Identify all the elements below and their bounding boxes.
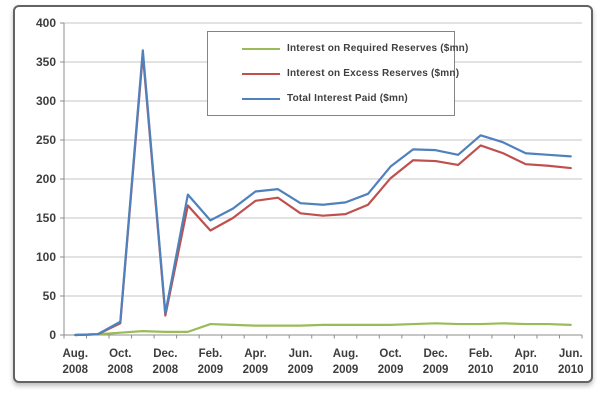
legend-swatch-line [242, 97, 280, 100]
x-axis-tick-label: Dec. 2008 [153, 348, 179, 376]
y-axis-tick-label: 250 [36, 133, 56, 147]
chart-legend: Interest on Required Reserves ($mn) Inte… [207, 31, 468, 116]
series-line-interest-on-required-reserves-mn [74, 322, 572, 337]
x-axis-tick-label: Oct. 2009 [378, 348, 404, 376]
x-axis-tick-label: Jun. 2010 [558, 348, 584, 376]
y-axis-tick-label: 400 [36, 16, 56, 30]
legend-label: Total Interest Paid ($mn) [287, 93, 408, 104]
line-chart: 0 50 100 150 200 250 300 350 400 Aug. 2008 Oct. 2008… [36, 16, 584, 376]
legend-swatch-line [242, 72, 280, 75]
x-axis-tick-label: Feb. 2010 [468, 348, 494, 376]
legend-label: Interest on Excess Reserves ($mn) [287, 68, 460, 79]
x-axis-tick-label: Apr. 2009 [243, 348, 269, 376]
x-axis-tick-label: Dec. 2009 [423, 348, 449, 376]
x-axis-tick-label: Oct. 2008 [108, 348, 134, 376]
x-axis-tick-label: Jun. 2009 [288, 348, 314, 376]
legend-item-excess-reserves: Interest on Excess Reserves ($mn) [242, 68, 459, 79]
y-axis-tick-label: 0 [49, 328, 56, 342]
y-axis-tick-label: 300 [36, 94, 56, 108]
legend-label: Interest on Required Reserves ($mn) [287, 43, 469, 54]
y-axis-tick-label: 150 [36, 211, 56, 225]
y-axis-tick-label: 200 [36, 172, 56, 186]
y-axis-tick-label: 100 [36, 250, 56, 264]
x-axis-tick-label: Aug. 2009 [333, 348, 359, 376]
series-line-total-interest-paid-mn [74, 49, 572, 337]
legend-item-total-interest: Total Interest Paid ($mn) [242, 93, 454, 104]
x-axis-tick-label: Feb. 2009 [198, 348, 224, 376]
chart-frame: 0 50 100 150 200 250 300 350 400 Aug. 2008 Oct. 2008… [13, 5, 593, 383]
y-axis-tick-label: 50 [43, 289, 57, 303]
y-axis-tick-label: 350 [36, 55, 56, 69]
x-axis-tick-label: Apr. 2010 [513, 348, 539, 376]
x-axis-tick-label: Aug. 2008 [62, 348, 88, 376]
legend-item-required-reserves: Interest on Required Reserves ($mn) [242, 43, 468, 54]
legend-swatch-line [242, 47, 280, 50]
